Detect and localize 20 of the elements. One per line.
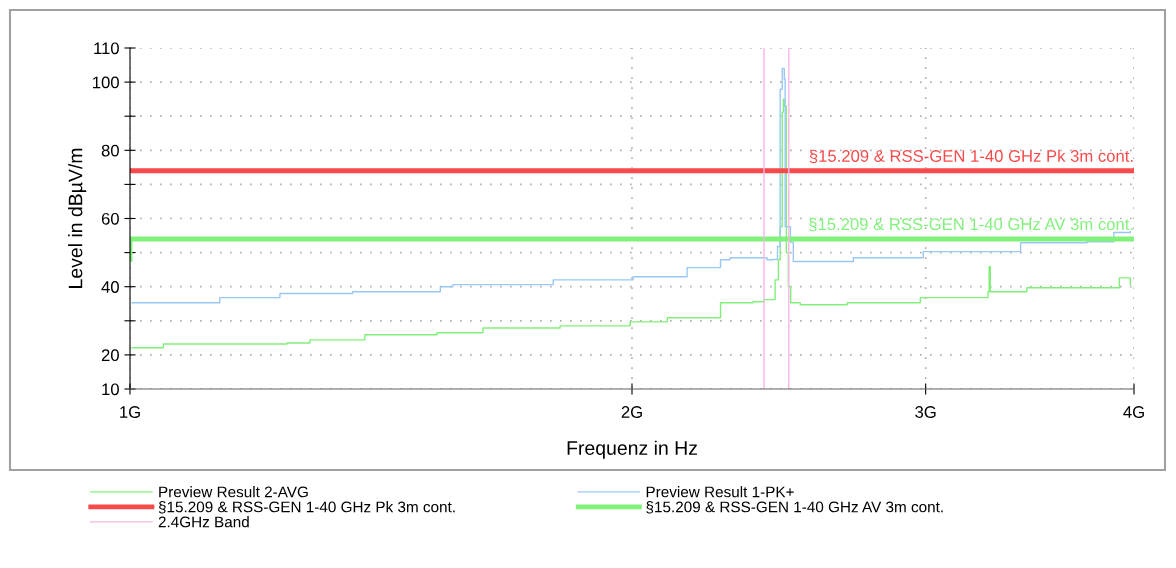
- x-tick-label: 3G: [915, 406, 936, 418]
- y-tick-label: 10: [102, 383, 119, 396]
- legend-label: §15.209 & RSS-GEN 1-40 GHz Pk 3m cont.: [158, 501, 455, 514]
- x-tick-label: 1G: [120, 406, 140, 418]
- legend-label: Preview Result 1-PK+: [646, 486, 794, 498]
- y-tick-label: 40: [101, 281, 119, 293]
- y-tick-label: 100: [93, 76, 119, 89]
- y-axis-title: Level in dBµV/m: [68, 148, 87, 288]
- y-tick-label: 110: [94, 42, 119, 55]
- x-tick-label: 4G: [1123, 406, 1144, 418]
- annotation: §15.209 & RSS-GEN 1-40 GHz AV 3m cont.: [809, 217, 1133, 232]
- y-tick-label: 60: [101, 212, 119, 225]
- x-tick-label: 2G: [621, 406, 642, 418]
- legend-label: Preview Result 2-AVG: [159, 486, 308, 498]
- y-tick-label: 20: [101, 349, 119, 362]
- legend-label: 2.4GHz Band: [158, 516, 249, 528]
- legend-label: §15.209 & RSS-GEN 1-40 GHz AV 3m cont.: [646, 501, 943, 514]
- x-axis-title: Frequenz in Hz: [567, 440, 697, 459]
- annotation: §15.209 & RSS-GEN 1-40 GHz Pk 3m cont.: [809, 149, 1133, 164]
- y-tick-label: 80: [101, 144, 119, 157]
